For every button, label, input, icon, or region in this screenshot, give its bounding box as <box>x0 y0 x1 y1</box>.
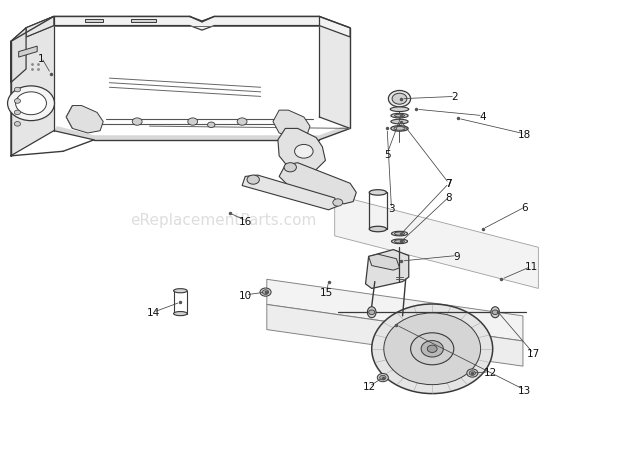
Text: 12: 12 <box>363 381 376 392</box>
Ellipse shape <box>391 232 407 236</box>
Circle shape <box>188 118 198 126</box>
Circle shape <box>247 176 259 185</box>
Ellipse shape <box>368 307 376 318</box>
Polygon shape <box>278 129 326 173</box>
Text: 13: 13 <box>518 385 531 395</box>
Ellipse shape <box>394 240 404 243</box>
Circle shape <box>379 375 386 380</box>
Circle shape <box>260 288 271 297</box>
Circle shape <box>372 304 493 394</box>
Circle shape <box>294 145 313 159</box>
Ellipse shape <box>390 108 409 112</box>
Circle shape <box>369 310 375 315</box>
Polygon shape <box>54 124 350 140</box>
Circle shape <box>333 199 343 207</box>
Ellipse shape <box>174 289 187 293</box>
Circle shape <box>384 313 480 385</box>
Text: 6: 6 <box>521 202 528 213</box>
Polygon shape <box>11 29 26 84</box>
Text: 1: 1 <box>38 53 45 63</box>
Text: 9: 9 <box>454 251 460 261</box>
Polygon shape <box>335 195 538 289</box>
Text: 17: 17 <box>527 348 540 358</box>
Polygon shape <box>11 17 54 157</box>
Text: 8: 8 <box>446 193 452 202</box>
Ellipse shape <box>391 114 408 118</box>
Polygon shape <box>11 17 54 157</box>
Polygon shape <box>369 255 399 270</box>
Circle shape <box>467 369 478 377</box>
Ellipse shape <box>370 227 386 232</box>
Text: 16: 16 <box>239 216 252 226</box>
Ellipse shape <box>391 126 408 132</box>
Text: 11: 11 <box>525 262 538 272</box>
Text: 7: 7 <box>446 179 452 189</box>
Polygon shape <box>366 250 409 289</box>
Polygon shape <box>19 47 37 58</box>
Ellipse shape <box>394 127 405 131</box>
Text: eReplacementParts.com: eReplacementParts.com <box>130 213 317 228</box>
Circle shape <box>14 122 20 127</box>
Polygon shape <box>66 106 104 134</box>
Polygon shape <box>319 17 350 129</box>
Text: 4: 4 <box>479 112 486 121</box>
Text: 10: 10 <box>239 290 252 300</box>
Circle shape <box>469 371 476 375</box>
Text: 18: 18 <box>518 129 531 140</box>
Circle shape <box>14 88 20 93</box>
Ellipse shape <box>370 190 386 196</box>
Polygon shape <box>267 305 523 366</box>
Circle shape <box>132 118 142 126</box>
Polygon shape <box>27 17 350 34</box>
Circle shape <box>427 345 437 353</box>
Text: 2: 2 <box>452 92 458 102</box>
Circle shape <box>14 100 20 104</box>
Ellipse shape <box>491 307 500 318</box>
Circle shape <box>14 111 20 116</box>
Text: 7: 7 <box>446 179 452 189</box>
Ellipse shape <box>174 312 187 316</box>
Circle shape <box>237 118 247 126</box>
Circle shape <box>421 341 443 357</box>
Circle shape <box>410 333 454 365</box>
Text: 12: 12 <box>484 367 497 377</box>
Polygon shape <box>131 20 156 23</box>
Polygon shape <box>26 17 54 38</box>
Polygon shape <box>267 280 523 341</box>
Circle shape <box>208 123 215 128</box>
Polygon shape <box>242 176 338 210</box>
Polygon shape <box>273 111 310 138</box>
Circle shape <box>284 163 296 173</box>
Circle shape <box>7 87 55 121</box>
Text: 14: 14 <box>146 308 160 318</box>
Polygon shape <box>85 20 104 23</box>
Polygon shape <box>26 17 350 38</box>
Polygon shape <box>279 163 356 204</box>
Ellipse shape <box>391 120 408 124</box>
Circle shape <box>392 94 407 105</box>
Circle shape <box>492 310 498 315</box>
Ellipse shape <box>394 115 404 118</box>
Circle shape <box>388 91 410 108</box>
Circle shape <box>378 374 388 382</box>
Ellipse shape <box>391 240 407 244</box>
Text: 5: 5 <box>384 149 391 159</box>
Circle shape <box>16 93 46 116</box>
Text: 3: 3 <box>388 204 395 214</box>
Text: 15: 15 <box>320 287 334 297</box>
Ellipse shape <box>394 232 404 235</box>
Circle shape <box>262 290 268 295</box>
